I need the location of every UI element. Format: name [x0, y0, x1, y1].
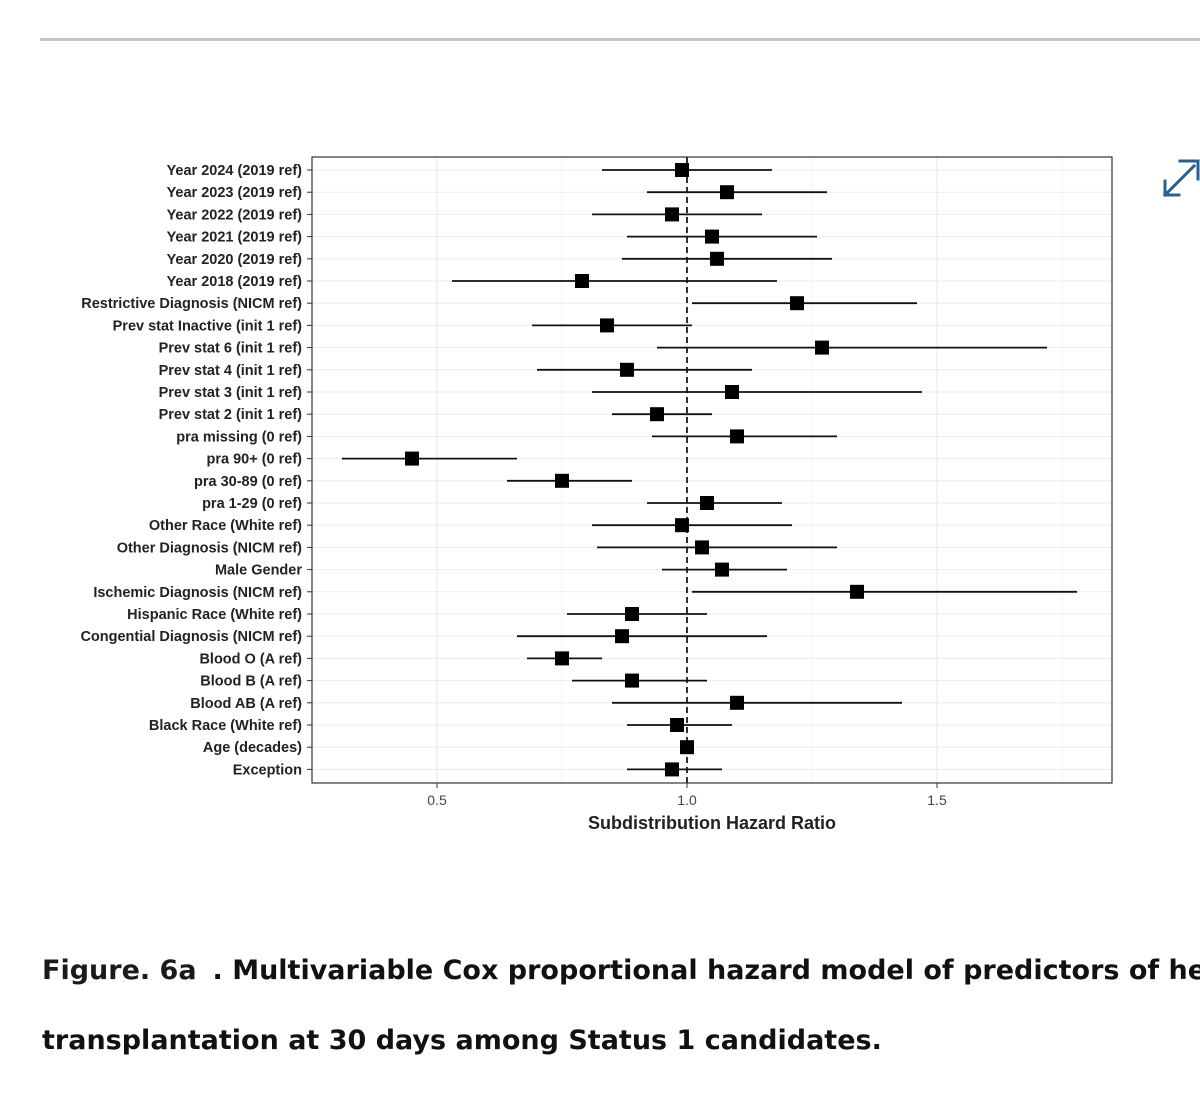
y-tick-label: Blood AB (A ref) — [190, 696, 302, 712]
y-tick-label: Prev stat 2 (init 1 ref) — [159, 407, 303, 423]
y-tick-label: Hispanic Race (White ref) — [127, 607, 302, 623]
forest-plot: Year 2024 (2019 ref) Year 2023 (2019 ref)… — [80, 156, 1113, 833]
y-tick-label: Year 2023 (2019 ref) — [167, 185, 303, 201]
y-tick-label: Prev stat 6 (init 1 ref) — [159, 341, 303, 357]
y-tick-label: Restrictive Diagnosis (NICM ref) — [81, 296, 302, 312]
x-axis-label: Subdistribution Hazard Ratio — [588, 813, 836, 833]
top-divider — [40, 38, 1200, 41]
point-estimate — [665, 762, 679, 777]
y-tick-label: Year 2021 (2019 ref) — [167, 230, 303, 246]
y-tick-label: Year 2022 (2019 ref) — [167, 207, 303, 223]
point-estimate — [665, 207, 679, 222]
y-tick-label: Blood B (A ref) — [200, 674, 302, 690]
point-estimate — [555, 473, 569, 488]
point-estimate — [625, 607, 639, 621]
point-estimate — [405, 451, 419, 466]
y-tick-label: Male Gender — [215, 563, 302, 579]
point-estimate — [850, 584, 864, 599]
y-tick-label: Year 2018 (2019 ref) — [167, 274, 303, 290]
point-estimate — [705, 229, 719, 244]
y-tick-label: pra 30-89 (0 ref) — [194, 474, 302, 490]
y-tick-label: pra missing (0 ref) — [176, 429, 302, 445]
point-estimate — [790, 296, 804, 311]
point-estimate — [650, 407, 664, 422]
point-estimate — [625, 673, 639, 688]
y-tick-label: Year 2024 (2019 ref) — [167, 163, 303, 179]
point-estimate — [680, 740, 694, 755]
y-tick-label: Ischemic Diagnosis (NICM ref) — [93, 585, 302, 601]
point-estimate — [700, 496, 714, 510]
expand-button[interactable] — [1158, 154, 1200, 202]
y-tick-label: Age (decades) — [203, 740, 302, 756]
expand-arrows-icon — [1162, 159, 1200, 198]
figure-caption: Figure. 6a . Multivariable Cox proportion… — [42, 936, 1200, 1076]
x-tick-label: 1.0 — [677, 792, 697, 808]
point-estimate — [815, 340, 829, 355]
y-tick-label: Exception — [233, 762, 302, 778]
point-estimate — [725, 385, 739, 399]
y-tick-label: pra 1-29 (0 ref) — [202, 496, 302, 512]
point-estimate — [720, 185, 734, 200]
y-tick-label: Year 2020 (2019 ref) — [167, 252, 303, 268]
point-estimate — [675, 163, 689, 177]
figure-label: Figure. 6a — [42, 955, 197, 986]
y-tick-label: pra 90+ (0 ref) — [206, 452, 302, 468]
point-estimate — [600, 318, 614, 333]
point-estimate — [615, 629, 629, 644]
point-estimate — [575, 274, 589, 288]
y-tick-label: Congential Diagnosis (NICM ref) — [80, 629, 302, 645]
plot-panel-border — [311, 156, 1113, 784]
y-tick-label: Prev stat Inactive (init 1 ref) — [113, 318, 303, 334]
point-estimate — [695, 540, 709, 555]
y-tick-label: Other Race (White ref) — [149, 518, 302, 534]
point-estimate — [675, 518, 689, 533]
point-estimate — [715, 562, 729, 577]
y-tick-label: Blood O (A ref) — [199, 651, 302, 667]
point-estimate — [730, 429, 744, 444]
caption-line-2: transplantation at 30 days among Status … — [42, 1025, 882, 1056]
point-estimate — [710, 251, 724, 266]
caption-line-1: . Multivariable Cox proportional hazard … — [212, 955, 1200, 986]
y-tick-label: Black Race (White ref) — [149, 718, 302, 734]
point-estimate — [730, 695, 744, 710]
y-tick-label: Other Diagnosis (NICM ref) — [117, 540, 302, 556]
point-estimate — [555, 651, 569, 666]
x-tick-label: 0.5 — [427, 792, 447, 808]
point-estimate — [670, 718, 684, 732]
y-tick-label: Prev stat 3 (init 1 ref) — [159, 385, 303, 401]
y-tick-label: Prev stat 4 (init 1 ref) — [159, 363, 303, 379]
x-tick-label: 1.5 — [927, 792, 947, 808]
point-estimate — [620, 362, 634, 377]
